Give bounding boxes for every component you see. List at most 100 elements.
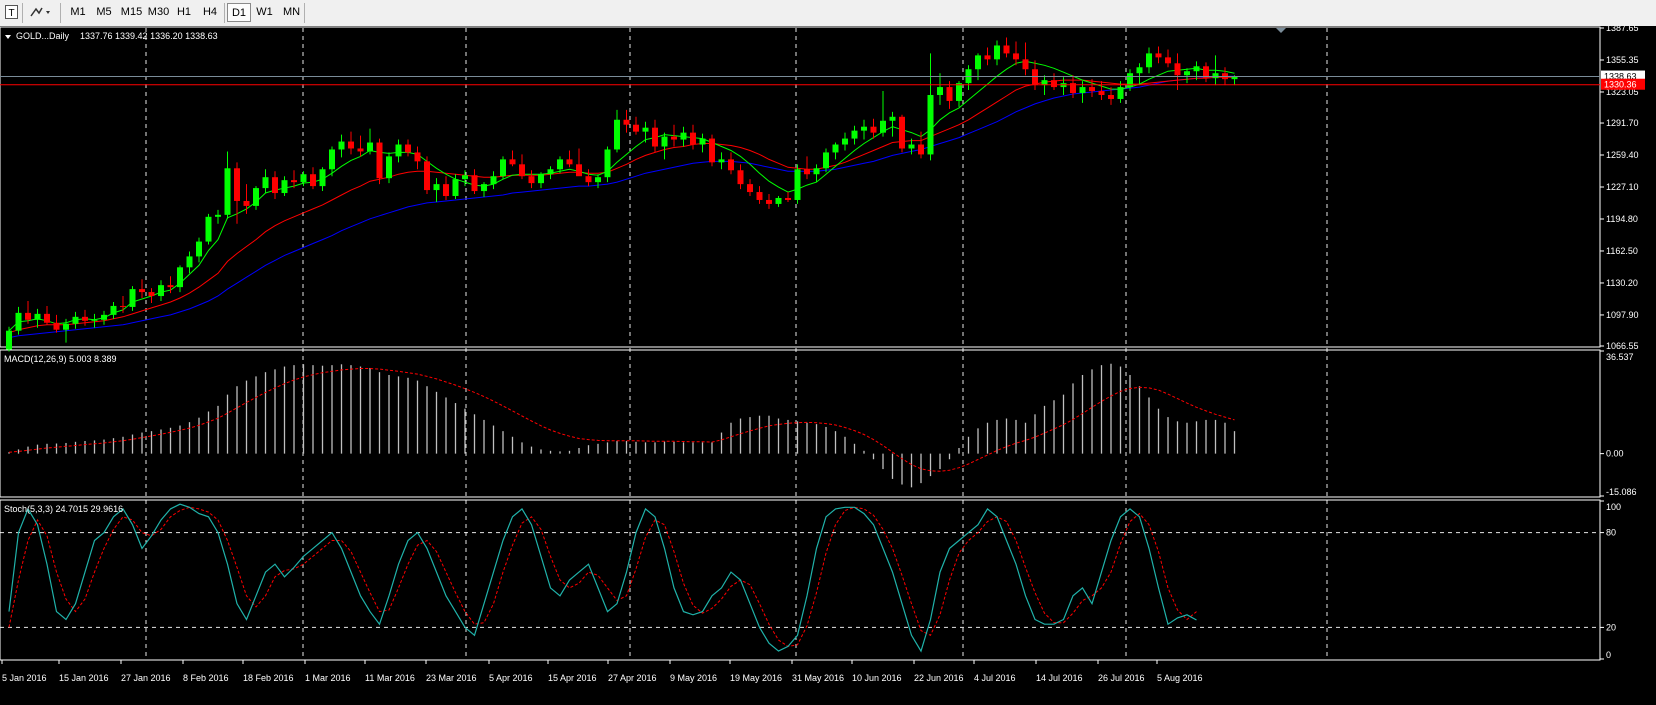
candle-body <box>813 168 820 175</box>
candle-body <box>205 216 212 242</box>
candle-body <box>110 305 117 315</box>
candle-body <box>490 176 497 185</box>
timeframe-button-mn[interactable]: MN <box>282 6 301 18</box>
timeframe-button-m5[interactable]: M5 <box>96 6 112 18</box>
candle <box>718 152 725 170</box>
time-tick-label: 9 May 2016 <box>670 673 717 683</box>
candle <box>25 300 31 324</box>
candle-body <box>1117 87 1124 99</box>
candle <box>699 133 706 153</box>
current-price-box <box>1601 70 1645 82</box>
candle-body <box>414 152 421 162</box>
stochastic-panel <box>8 503 1197 653</box>
time-tick-label: 8 Feb 2016 <box>183 673 229 683</box>
candle-body <box>1051 80 1057 88</box>
candle <box>291 170 297 189</box>
candle <box>310 167 316 190</box>
candle-body <box>1079 87 1086 94</box>
panel-border <box>0 499 1601 661</box>
candle-body <box>908 144 915 149</box>
candle-body <box>148 292 155 297</box>
candle <box>53 314 60 333</box>
candle-body <box>424 161 430 191</box>
candle-body <box>395 144 402 157</box>
candle <box>756 186 763 204</box>
candle <box>186 251 193 274</box>
candle-body <box>139 289 145 293</box>
candle <box>329 146 335 177</box>
price-tick-label: 1227.10 <box>1606 182 1639 192</box>
candle-body <box>262 177 269 189</box>
timeframe-button-w1[interactable]: W1 <box>256 6 273 18</box>
candle-body <box>462 175 468 180</box>
candle <box>1136 63 1143 86</box>
chart-background <box>0 26 1656 705</box>
candle <box>1146 47 1152 74</box>
timeframe-button-h1[interactable]: H1 <box>176 6 192 18</box>
candle-body <box>338 141 345 150</box>
price-tick-label: 1387.65 <box>1606 26 1639 33</box>
candle <box>870 118 877 139</box>
chart-window[interactable]: 1387.65 1355.35 1323.05 1291.70 1259.40 1227.… <box>0 26 1656 705</box>
candle-body <box>253 188 259 206</box>
candle <box>91 313 98 328</box>
timeframe-button-h4[interactable]: H4 <box>202 6 218 18</box>
stoch-main-line <box>8 503 1197 653</box>
candle-body <box>680 132 687 140</box>
timeframe-button-d1[interactable]: D1 <box>227 3 251 22</box>
candle-body <box>101 314 107 320</box>
candle <box>956 81 962 107</box>
candle-body <box>25 312 31 320</box>
candle <box>937 73 943 105</box>
candle-body <box>243 200 250 206</box>
candle <box>120 296 126 313</box>
candle-body <box>319 169 326 187</box>
candle <box>576 148 582 177</box>
candle-body <box>224 168 231 215</box>
timeframe-button-m15[interactable]: M15 <box>120 6 143 18</box>
candle-body <box>234 168 240 201</box>
candle <box>348 131 354 155</box>
candle <box>281 176 288 197</box>
candle-body <box>747 184 753 193</box>
candle <box>1203 62 1209 83</box>
candle-body <box>91 319 98 321</box>
candle-body <box>899 116 905 149</box>
candle-body <box>120 305 126 307</box>
candle <box>215 209 221 224</box>
objects-dropdown-icon[interactable] <box>28 4 54 21</box>
candle-body <box>775 197 782 204</box>
candle-body <box>889 116 896 121</box>
candle-body <box>614 119 620 150</box>
time-tick-label: 5 Aug 2016 <box>1157 673 1203 683</box>
candle <box>946 81 953 109</box>
candle-body <box>1136 67 1143 74</box>
symbol-label: GOLD...Daily <box>16 31 70 41</box>
candle-body <box>1212 73 1219 79</box>
candle-body <box>471 175 478 192</box>
candle-body <box>433 184 440 191</box>
candle-body <box>699 138 706 145</box>
text-tool-icon[interactable]: T <box>4 4 20 21</box>
symbol-dropdown-icon[interactable] <box>5 35 11 39</box>
time-tick-label: 10 Jun 2016 <box>852 673 902 683</box>
candlestick-chart[interactable]: 1387.65 1355.35 1323.05 1291.70 1259.40 1227.… <box>0 26 1656 705</box>
candle-body <box>946 87 953 101</box>
timeframe-button-m1[interactable]: M1 <box>70 6 86 18</box>
timeframe-button-m30[interactable]: M30 <box>147 6 170 18</box>
candle-body <box>690 132 696 145</box>
candle-body <box>509 159 516 165</box>
candle-body <box>642 127 649 132</box>
candle <box>1089 79 1095 97</box>
candle-body <box>452 179 459 197</box>
candle <box>82 309 88 326</box>
candle <box>1070 75 1076 98</box>
candle-body <box>557 159 563 170</box>
candle-body <box>72 316 79 324</box>
current-price-label: 1338.63 <box>1604 72 1637 82</box>
candle <box>547 166 554 180</box>
candle-body <box>1146 53 1152 68</box>
candle-body <box>443 184 449 197</box>
candle-body <box>367 142 373 152</box>
candle <box>604 146 611 183</box>
